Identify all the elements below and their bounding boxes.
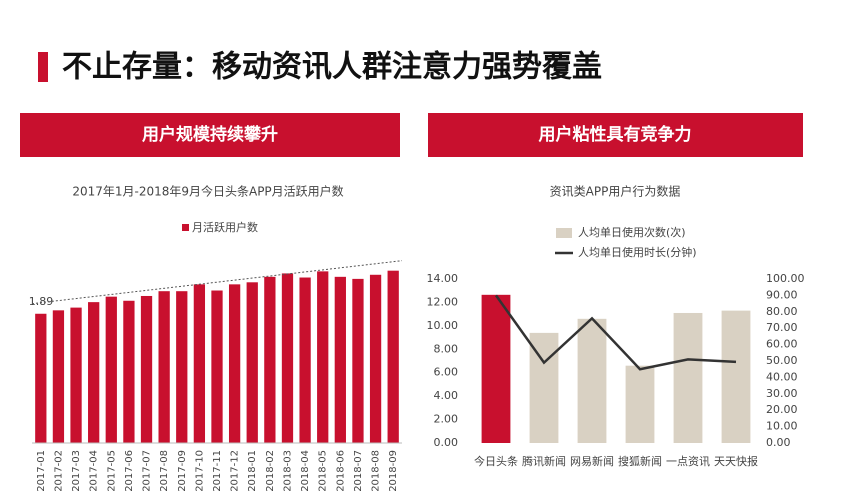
chart-title: 2017年1月-2018年9月今日头条APP月活跃用户数	[72, 184, 343, 199]
x-tick-label: 2018-06	[335, 450, 346, 492]
x-tick-label: 2018-02	[265, 450, 276, 492]
bar	[158, 291, 170, 443]
x-tick-label: 2017-05	[106, 450, 117, 492]
y2-tick-label: 40.00	[766, 370, 798, 383]
x-tick-label: 2017-07	[142, 450, 153, 492]
panel-header	[428, 113, 803, 157]
bar	[52, 310, 65, 443]
bar	[299, 277, 311, 443]
y2-tick-label: 50.00	[766, 354, 798, 367]
y2-tick-label: 10.00	[766, 420, 798, 433]
y2-tick-label: 60.00	[766, 338, 798, 351]
y-tick-label: 14.00	[427, 272, 459, 285]
bar	[193, 284, 206, 443]
y-tick-label: 8.00	[434, 342, 459, 355]
legend-swatch	[556, 228, 572, 238]
bar	[577, 318, 607, 443]
y2-tick-label: 100.00	[766, 272, 805, 285]
bar	[211, 290, 223, 443]
x-tick-label: 一点资讯	[666, 455, 710, 468]
bar	[352, 278, 364, 443]
y-tick-label: 12.00	[427, 295, 459, 308]
x-tick-label: 腾讯新闻	[522, 454, 566, 468]
bar	[721, 310, 751, 443]
legend-label: 月活跃用户数	[192, 220, 258, 234]
panel-header-text: 用户规模持续攀升	[142, 124, 278, 145]
bar	[317, 271, 329, 443]
y2-tick-label: 70.00	[766, 321, 798, 334]
bar	[281, 273, 294, 443]
x-tick-label: 2017-06	[124, 450, 135, 492]
x-tick-label: 2017-03	[71, 450, 82, 492]
x-tick-label: 今日头条	[474, 454, 518, 468]
bar	[369, 274, 382, 443]
y-tick-label: 10.00	[427, 319, 459, 332]
bar	[123, 300, 135, 443]
x-tick-label: 2018-08	[371, 450, 382, 492]
x-tick-label: 2018-03	[282, 450, 293, 492]
bar	[264, 276, 276, 443]
x-tick-label: 2018-09	[388, 450, 399, 492]
y2-tick-label: 0.00	[766, 436, 791, 449]
line	[494, 294, 737, 371]
x-tick-label: 2018-07	[353, 450, 364, 492]
bar	[387, 270, 399, 443]
x-tick-label: 2017-10	[194, 450, 205, 492]
x-tick-label: 2017-12	[230, 450, 241, 492]
y2-tick-label: 90.00	[766, 288, 798, 301]
x-tick-label: 2017-02	[53, 450, 64, 492]
y-tick-label: 6.00	[434, 366, 459, 379]
x-tick-label: 搜狐新闻	[618, 454, 662, 468]
bar	[88, 302, 100, 443]
slide-title: 不止存量：移动资讯人群注意力强势覆盖	[62, 50, 602, 85]
bar	[481, 294, 511, 443]
y2-tick-label: 20.00	[766, 403, 798, 416]
panel-header	[20, 113, 400, 157]
y-tick-label: 2.00	[434, 413, 459, 426]
bar	[105, 296, 117, 443]
legend-label: 人均单日使用次数(次)	[578, 225, 686, 239]
x-tick-label: 2018-05	[318, 450, 329, 492]
bar	[625, 365, 655, 443]
x-tick-label: 2017-11	[212, 450, 223, 492]
x-tick-label: 网易新闻	[570, 454, 614, 468]
bar	[140, 295, 153, 443]
x-tick-label: 天天快报	[714, 454, 758, 468]
x-tick-label: 2017-08	[159, 450, 170, 492]
x-tick-label: 2018-04	[300, 450, 311, 492]
bar	[334, 276, 346, 443]
x-tick-label: 2017-04	[89, 450, 100, 492]
bar	[35, 313, 47, 443]
y-tick-label: 0.00	[434, 436, 459, 449]
y2-tick-label: 80.00	[766, 305, 798, 318]
x-tick-label: 2017-09	[177, 450, 188, 492]
title-accent	[38, 52, 48, 82]
y2-tick-label: 30.00	[766, 387, 798, 400]
legend-label: 人均单日使用时长(分钟)	[578, 245, 697, 259]
data-label: 1.89	[29, 295, 54, 308]
bar	[673, 312, 703, 443]
bar	[228, 284, 241, 443]
bar	[70, 307, 82, 443]
panel-header-text: 用户粘性具有竞争力	[539, 124, 692, 145]
chart-title: 资讯类APP用户行为数据	[550, 184, 681, 199]
x-tick-label: 2017-01	[36, 450, 47, 492]
x-tick-label: 2018-01	[247, 450, 258, 492]
y-tick-label: 4.00	[434, 389, 459, 402]
legend-swatch	[182, 224, 189, 231]
bar	[176, 291, 188, 443]
bar	[246, 282, 258, 443]
